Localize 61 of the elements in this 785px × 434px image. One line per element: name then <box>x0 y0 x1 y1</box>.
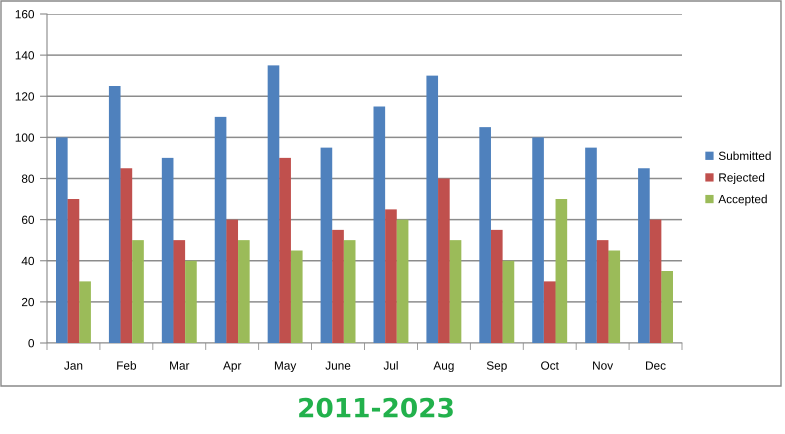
y-tick-label: 100 <box>16 133 34 142</box>
bar <box>68 199 80 343</box>
x-tick-label: Aug <box>433 361 454 372</box>
bar <box>56 137 68 343</box>
bar <box>373 106 386 343</box>
bar <box>450 240 462 343</box>
legend-label: Rejected <box>719 172 764 184</box>
x-tick-label: Dec <box>646 361 666 370</box>
bar <box>108 86 121 343</box>
x-tick-label: Jul <box>384 361 398 370</box>
y-tick-label: 120 <box>16 92 34 101</box>
bar <box>162 158 174 343</box>
bar <box>238 240 250 343</box>
bar <box>385 209 397 343</box>
bar <box>173 240 186 343</box>
bar <box>544 281 556 343</box>
bar <box>320 148 332 343</box>
y-tick-label: 40 <box>22 256 34 266</box>
x-tick-label: June <box>325 361 350 370</box>
bar <box>132 240 144 343</box>
y-tick-label: 140 <box>16 51 34 60</box>
bar <box>502 260 514 343</box>
y-tick-label: 60 <box>22 216 34 224</box>
bar <box>426 76 438 343</box>
bar <box>556 199 568 343</box>
bar <box>268 65 280 343</box>
bar <box>396 220 408 343</box>
bar <box>226 220 238 343</box>
bar <box>596 240 608 343</box>
bar <box>120 168 132 343</box>
bar <box>214 116 226 343</box>
bar <box>490 230 503 343</box>
x-tick-label: Nov <box>593 361 614 370</box>
bar <box>661 271 674 343</box>
bar <box>79 281 91 343</box>
y-tick-label: 20 <box>22 298 34 306</box>
bar <box>344 240 356 343</box>
x-tick-label: Apr <box>223 361 242 372</box>
x-tick-label: Feb <box>117 361 136 370</box>
x-tick-label: Sep <box>486 361 507 372</box>
bar <box>479 127 491 343</box>
text: 2011-2023 <box>299 398 453 418</box>
y-tick-label: 160 <box>16 10 34 18</box>
legend-label: Submitted <box>718 151 771 160</box>
bar <box>438 178 450 343</box>
y-tick-label: 0 <box>28 339 34 348</box>
bar <box>185 260 197 343</box>
x-tick-label: May <box>274 361 296 372</box>
bar <box>638 168 650 343</box>
bar <box>608 250 620 343</box>
bar <box>650 220 662 343</box>
x-tick-label: Jan <box>64 361 82 370</box>
y-tick-label: 80 <box>22 174 34 183</box>
bar <box>332 230 344 343</box>
bar <box>290 250 303 343</box>
x-tick-label: Oct <box>541 361 559 370</box>
bar <box>279 158 291 343</box>
bar <box>532 137 544 343</box>
bar <box>585 148 597 343</box>
x-tick-label: Mar <box>170 361 190 370</box>
legend-label: Accepted <box>718 194 767 206</box>
